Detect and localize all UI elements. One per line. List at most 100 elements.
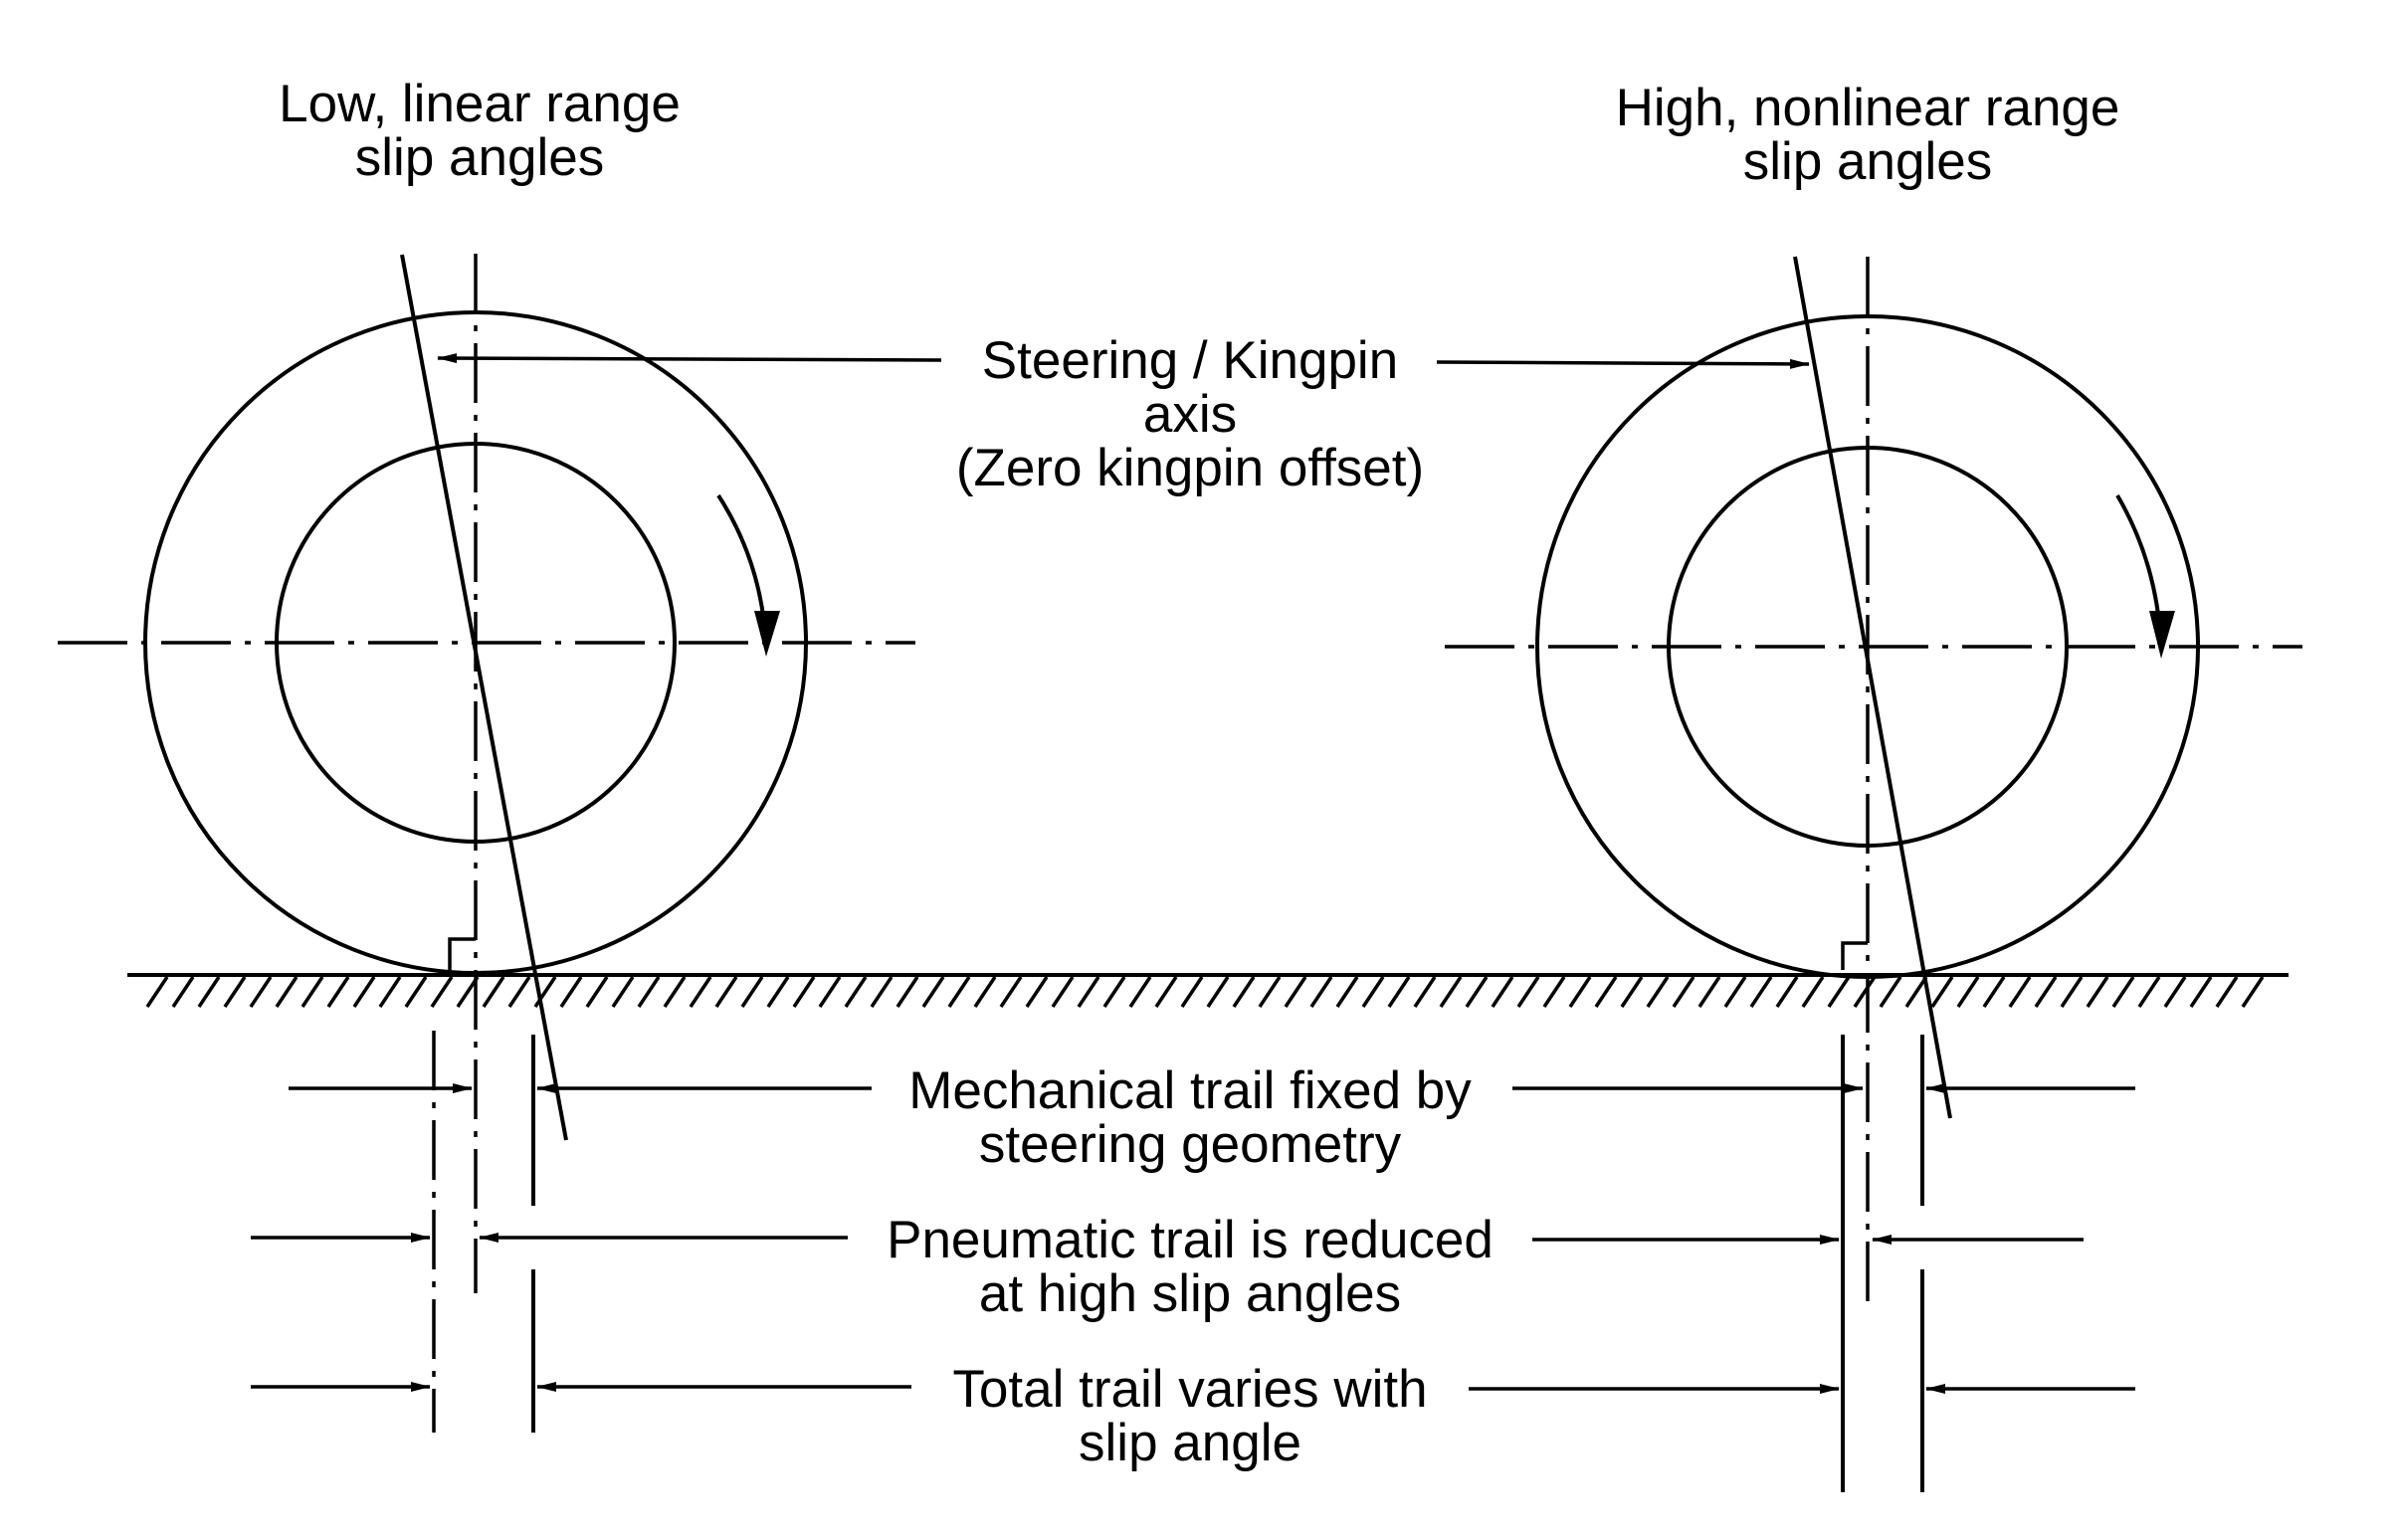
ground-hatch-mark <box>1128 976 1152 1008</box>
ground-hatch-mark <box>585 976 609 1008</box>
ground-hatch-mark <box>1827 976 1851 1008</box>
ground-hatch-mark <box>1025 976 1049 1008</box>
ground-hatch-mark <box>1956 976 1980 1008</box>
ground-hatch-mark <box>1232 976 1256 1008</box>
left-rotation-arrowhead <box>754 611 780 657</box>
ground-hatch-mark <box>300 976 324 1008</box>
ground-hatch-mark <box>559 976 583 1008</box>
ground-hatch-mark <box>145 976 169 1008</box>
ground-hatch-mark <box>1775 976 1799 1008</box>
ground-hatch-mark <box>2241 976 2265 1008</box>
ground-hatch-mark <box>1672 976 1695 1008</box>
ground-hatch-mark <box>1439 976 1463 1008</box>
ground-hatch-mark <box>1516 976 1540 1008</box>
ground-hatch-mark <box>714 976 738 1008</box>
ground-hatch-mark <box>1749 976 1773 1008</box>
right-wheel <box>1445 256 2302 1492</box>
ground-hatch-mark <box>896 976 919 1008</box>
ground-hatch-mark <box>1904 976 1928 1008</box>
ground-hatch-mark <box>482 976 505 1008</box>
right-title-line2: slip angles <box>1743 132 1992 191</box>
ground-hatch-mark <box>1594 976 1618 1008</box>
ground-hatch-mark <box>1620 976 1644 1008</box>
left-title-line2: slip angles <box>355 128 604 187</box>
total-label-line2: slip angle <box>1079 1414 1301 1472</box>
ground-hatch-mark <box>637 976 661 1008</box>
ground-hatch-mark <box>171 976 195 1008</box>
ground-hatch-mark <box>1879 976 1902 1008</box>
pneumatic-label-line2: at high slip angles <box>979 1264 1401 1323</box>
mechanical-label-line2: steering geometry <box>979 1115 1402 1174</box>
ground-hatch-mark <box>2060 976 2084 1008</box>
ground-hatch-mark <box>378 976 402 1008</box>
steering-label-line2: axis <box>1143 385 1237 444</box>
ground-hatch-mark <box>1258 976 1282 1008</box>
mechanical-label-line1: Mechanical trail fixed by <box>908 1061 1472 1120</box>
ground-hatch-mark <box>1335 976 1359 1008</box>
ground-hatch-mark <box>999 976 1023 1008</box>
ground-hatch-mark <box>2034 976 2058 1008</box>
ground-hatch-mark <box>1853 976 1877 1008</box>
pneumatic-label-line1: Pneumatic trail is reduced <box>887 1211 1494 1269</box>
ground-hatch-mark <box>404 976 428 1008</box>
ground-hatch-mark <box>870 976 894 1008</box>
ground-hatch-mark <box>2137 976 2161 1008</box>
right-kingpin-axis <box>1793 256 1952 1119</box>
ground-hatch-mark <box>1491 976 1514 1008</box>
steering-label-line1: Steering / Kingpin <box>982 331 1398 390</box>
ground-hatch-mark <box>2008 976 2032 1008</box>
ground-hatch-mark <box>1542 976 1566 1008</box>
ground-hatch-mark <box>2163 976 2187 1008</box>
steering-leader-left <box>437 353 942 364</box>
ground-hatch-mark <box>1051 976 1075 1008</box>
ground-hatch-mark <box>1646 976 1670 1008</box>
left-title-line1: Low, linear range <box>279 75 681 133</box>
ground-hatch-mark <box>947 976 971 1008</box>
ground-hatch-mark <box>1206 976 1230 1008</box>
ground-hatch-mark <box>1465 976 1489 1008</box>
ground-hatch-mark <box>740 976 764 1008</box>
ground-hatch-mark <box>689 976 712 1008</box>
ground-hatch-mark <box>249 976 273 1008</box>
ground-hatch-mark <box>921 976 945 1008</box>
ground-hatch-mark <box>2111 976 2135 1008</box>
ground-hatch-mark <box>1930 976 1954 1008</box>
ground-hatch-mark <box>275 976 299 1008</box>
ground-hatch-mark <box>973 976 997 1008</box>
ground-hatch-mark <box>430 976 454 1008</box>
ground-hatch-mark <box>766 976 790 1008</box>
ground-hatch-mark <box>1284 976 1307 1008</box>
ground-hatch-mark <box>326 976 350 1008</box>
ground-hatch-mark <box>223 976 247 1008</box>
ground-hatch-mark <box>818 976 842 1008</box>
ground-hatch-mark <box>1387 976 1411 1008</box>
ground-hatch-mark <box>1180 976 1204 1008</box>
ground-hatch-mark <box>1723 976 1747 1008</box>
left-kingpin-axis <box>400 254 568 1141</box>
ground-hatch-mark <box>352 976 376 1008</box>
right-rotation-arrowhead <box>2149 611 2175 659</box>
ground-hatch-mark <box>844 976 868 1008</box>
ground <box>127 973 2289 1008</box>
steering-label-line3: (Zero kingpin offset) <box>956 439 1424 497</box>
right-contact-marker <box>1841 941 1868 970</box>
steering-leader-right <box>1436 358 1810 369</box>
total-label-line1: Total trail varies with <box>952 1360 1427 1419</box>
ground-hatch-mark <box>507 976 531 1008</box>
ground-hatch-mark <box>2215 976 2239 1008</box>
ground-hatch-mark <box>1309 976 1333 1008</box>
ground-hatch-mark <box>611 976 635 1008</box>
ground-hatch-mark <box>2086 976 2109 1008</box>
ground-hatch-mark <box>1077 976 1100 1008</box>
ground-hatch-mark <box>1154 976 1178 1008</box>
right-title-line1: High, nonlinear range <box>1616 79 2120 137</box>
ground-hatch-mark <box>1102 976 1126 1008</box>
ground-hatch-mark <box>197 976 221 1008</box>
left-wheel <box>58 254 915 1433</box>
ground-hatch-mark <box>663 976 687 1008</box>
ground-hatch-mark <box>1801 976 1825 1008</box>
ground-hatch-mark <box>1568 976 1592 1008</box>
ground-hatch-mark <box>1697 976 1721 1008</box>
ground-hatch-mark <box>792 976 816 1008</box>
